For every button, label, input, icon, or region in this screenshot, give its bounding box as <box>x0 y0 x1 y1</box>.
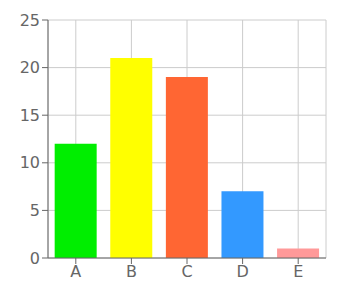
svg-text:A: A <box>70 262 81 281</box>
svg-text:C: C <box>181 262 192 281</box>
svg-text:15: 15 <box>20 106 40 125</box>
svg-text:10: 10 <box>20 153 40 172</box>
svg-text:5: 5 <box>30 201 40 220</box>
svg-text:D: D <box>236 262 248 281</box>
svg-text:25: 25 <box>20 11 40 30</box>
svg-text:B: B <box>126 262 137 281</box>
svg-text:20: 20 <box>20 58 40 77</box>
svg-text:E: E <box>293 262 303 281</box>
svg-text:0: 0 <box>30 249 40 268</box>
